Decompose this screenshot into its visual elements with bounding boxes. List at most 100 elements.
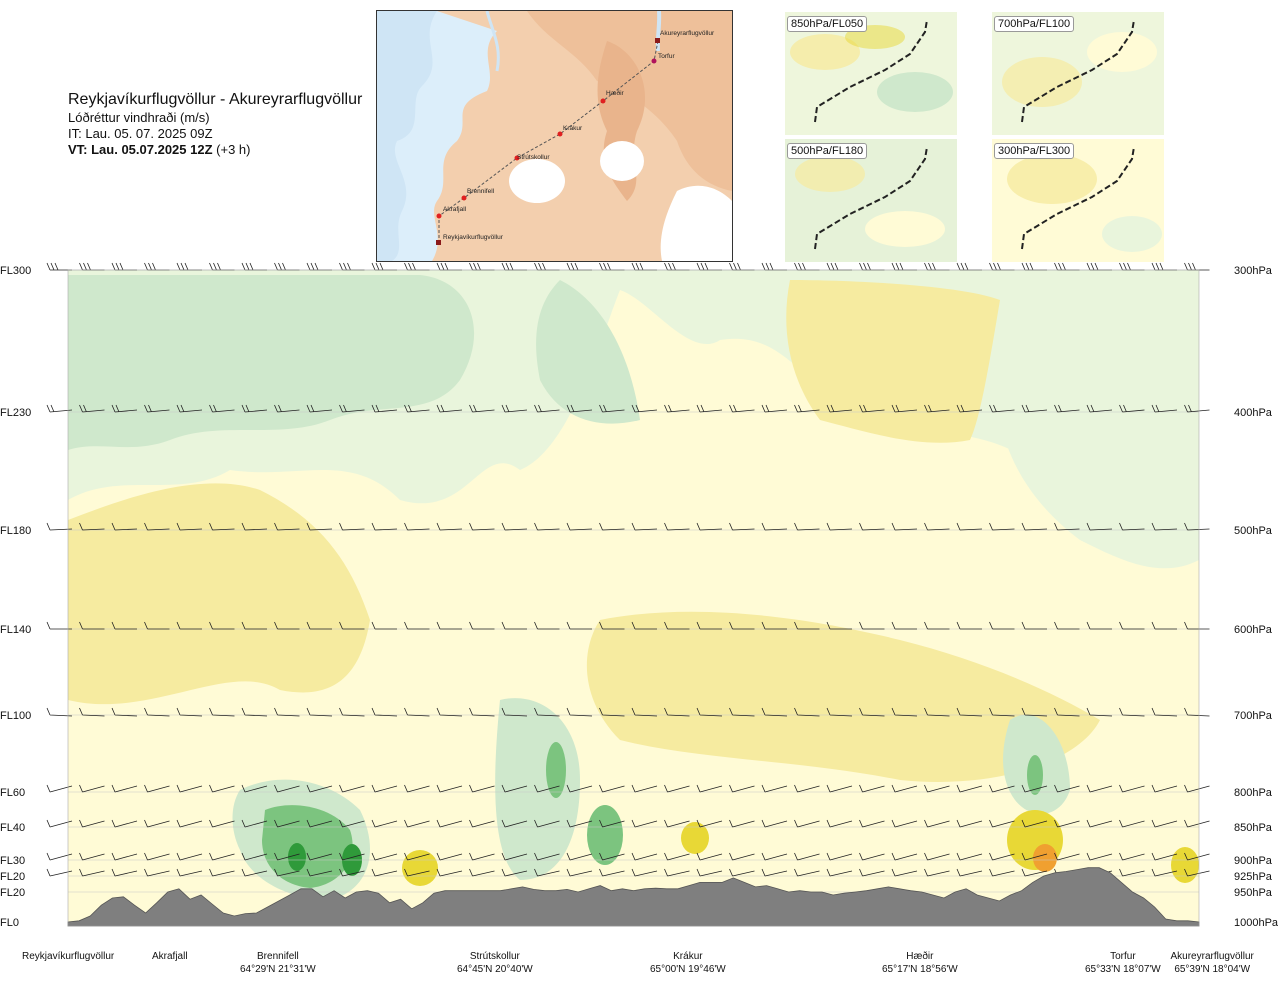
wind-barb: [371, 868, 398, 877]
waypoint-4: Krákur 65°00'N 19°46'W: [650, 950, 726, 976]
wind-barb: [339, 707, 365, 717]
wind-barb: [956, 707, 983, 717]
route-title: Reykjavíkurflugvöllur - Akureyrarflugvöl…: [68, 91, 363, 108]
wind-barb: [306, 404, 333, 413]
wind-barb: [891, 707, 918, 717]
pressure-label-3: 600hPa: [1234, 624, 1273, 636]
downward-strong-spot-4: [681, 822, 709, 854]
wind-barb: [144, 868, 170, 877]
valid-time-value: VT: Lau. 05.07.2025 12Z: [68, 142, 213, 157]
wind-barb: [1151, 819, 1178, 828]
wind-barb: [761, 404, 788, 413]
mini-map-label-700: 700hPa/FL100: [994, 16, 1075, 32]
wind-barb: [111, 819, 138, 828]
pressure-label-1: 400hPa: [1234, 407, 1273, 419]
map-point-akrafjall: [436, 213, 442, 219]
waypoint-name: Brennifell: [257, 951, 299, 962]
fl-label-9: FL20: [0, 887, 25, 899]
wind-barb: [664, 707, 690, 717]
wind-barb: [111, 522, 138, 531]
upward-very-strong-core-1: [288, 843, 306, 871]
wind-barb: [176, 522, 203, 531]
wind-barb: [1151, 522, 1178, 531]
wind-barb: [1119, 852, 1145, 861]
vertical-velocity-field: [68, 270, 1199, 926]
wind-barb: [209, 707, 235, 717]
wind-barb: [339, 784, 365, 793]
wind-barb: [794, 868, 820, 877]
wind-barb: [469, 522, 495, 531]
wind-barb: [241, 868, 268, 877]
wind-barb: [469, 262, 495, 271]
route-map: Akureyrarflugvöllur Torfur Hæðir Krákur …: [376, 10, 733, 262]
wind-barb: [241, 784, 268, 793]
wind-barb: [79, 707, 105, 717]
wind-barb: [859, 262, 885, 271]
map-point-strutskollur: [514, 155, 520, 161]
wind-barb: [1021, 868, 1048, 877]
pressure-axis: 300hPa 400hPa 500hPa 600hPa 700hPa 800hPa 850h…: [1234, 265, 1279, 929]
wind-barb: [794, 819, 820, 828]
wind-barb: [729, 868, 755, 877]
wind-barb: [1184, 852, 1210, 861]
wind-barb: [79, 621, 105, 630]
wind-barb: [989, 819, 1015, 828]
wind-barb: [599, 784, 625, 793]
wind-barb: [46, 852, 73, 861]
pressure-label-7: 900hPa: [1234, 855, 1273, 867]
map-label-akureyri: Akureyrarflugvöllur: [660, 30, 715, 37]
wind-barb: [566, 707, 593, 717]
wind-barb: [631, 819, 658, 828]
wind-barb: [79, 852, 105, 861]
map-label-reykjavik: Reykjavíkurflugvöllur: [443, 234, 504, 241]
mini-map-700-svg: [992, 12, 1164, 135]
pressure-label-4: 700hPa: [1234, 710, 1273, 722]
wind-barb: [241, 262, 267, 271]
flight-level-axis: FL300 FL230 FL180 FL140 FL100 FL60 FL40 FL30 FL2…: [0, 265, 31, 929]
wind-barb: [306, 262, 332, 271]
wind-barb: [111, 404, 138, 413]
wind-barb: [46, 404, 73, 413]
wind-barb: [274, 522, 300, 531]
wind-barb: [924, 852, 950, 861]
waypoint-0: Reykjavíkurflugvöllur: [22, 950, 114, 963]
wind-barb: [696, 262, 722, 271]
wind-barb: [664, 522, 690, 531]
wind-barb: [209, 868, 235, 877]
wind-barb: [501, 707, 528, 717]
wind-barb: [144, 784, 170, 793]
wind-barb: [371, 784, 398, 793]
wind-barb: [209, 621, 235, 630]
wind-barb: [371, 852, 398, 861]
wind-barb: [631, 262, 657, 271]
wind-barb: [664, 852, 690, 861]
wind-barb: [176, 819, 203, 828]
wind-barb: [826, 522, 853, 531]
wind-barb: [1021, 852, 1048, 861]
wind-barb: [306, 621, 332, 630]
wind-barb: [404, 707, 430, 717]
wind-barb: [1119, 868, 1145, 877]
wind-barb: [241, 707, 268, 717]
wind-barb: [794, 404, 820, 413]
wind-barb: [826, 262, 852, 271]
wind-barb: [599, 868, 625, 877]
wind-barb: [891, 621, 917, 630]
mini-map-700: 700hPa/FL100: [992, 12, 1164, 135]
mini-map-850: 850hPa/FL050: [785, 12, 957, 135]
map-point-krakur: [557, 131, 563, 137]
wind-barb: [1119, 784, 1145, 793]
wind-barb: [924, 621, 950, 630]
wind-barb: [761, 522, 788, 531]
wind-barb: [534, 868, 560, 877]
wind-barb: [404, 262, 430, 271]
wind-barb: [729, 707, 755, 717]
wind-barb: [339, 404, 365, 413]
waypoint-name: Akureyrarflugvöllur: [1170, 951, 1254, 962]
wind-barb: [46, 784, 73, 793]
wind-barb: [794, 262, 820, 271]
map-point-haedir: [600, 98, 606, 104]
mini-map-300-svg: [992, 139, 1164, 262]
wind-barb: [631, 784, 658, 793]
map-label-akrafjall: Akrafjall: [443, 206, 467, 213]
